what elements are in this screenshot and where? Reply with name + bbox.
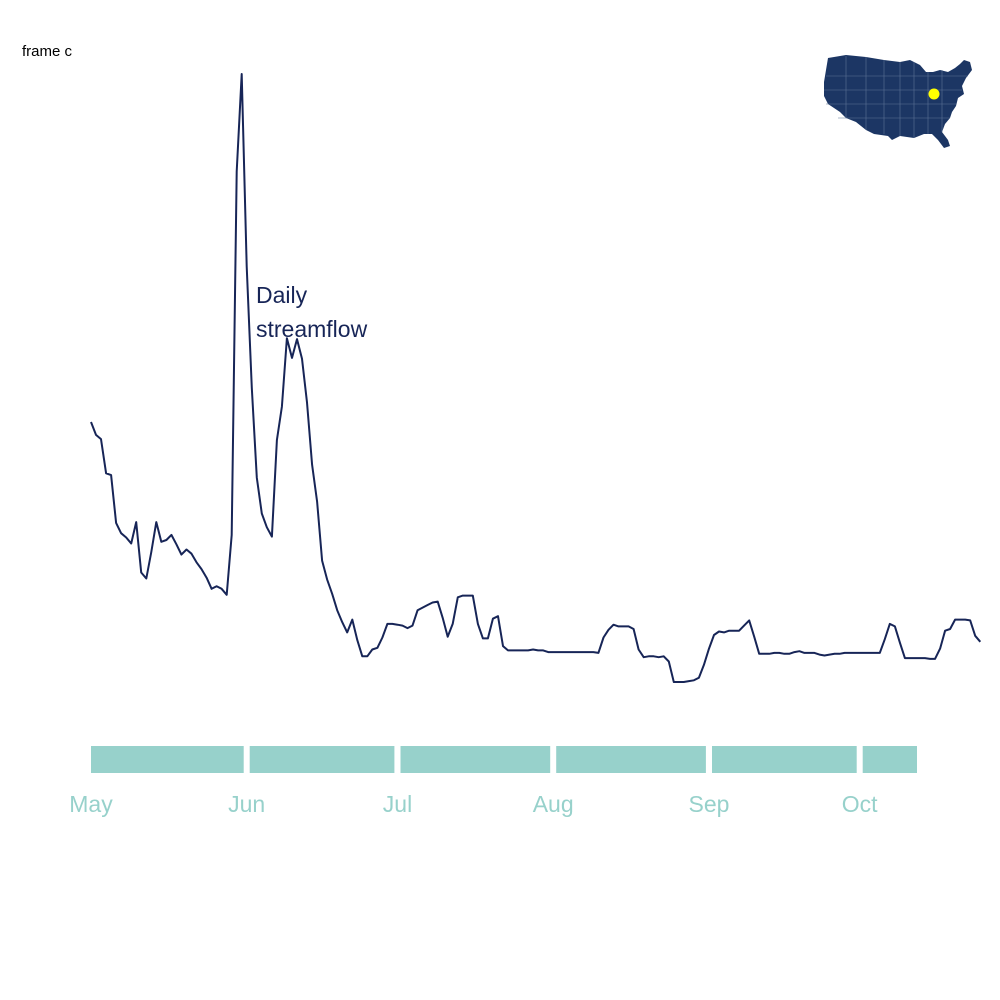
usa-map-icon (824, 55, 972, 148)
frame-label: frame c (22, 43, 73, 60)
site-location-marker (928, 88, 940, 100)
month-bar-may (91, 746, 244, 773)
month-bar-aug (556, 746, 706, 773)
month-label-sep: Sep (689, 791, 730, 817)
plot-area (90, 73, 982, 683)
month-bar-oct (862, 746, 917, 773)
month-label-jun: Jun (228, 791, 265, 817)
month-bar-sep (712, 746, 857, 773)
month-label-oct: Oct (842, 791, 878, 817)
month-label-may: May (69, 791, 113, 817)
usa-map-shape (824, 55, 972, 148)
month-bar-jun (249, 746, 395, 773)
month-label-jul: Jul (383, 791, 412, 817)
state-borders (824, 56, 968, 138)
month-bar-jul (400, 746, 551, 773)
month-axis: May Jun Jul Aug Sep Oct (69, 746, 917, 817)
streamflow-series-line (90, 73, 982, 683)
series-label-line-1: Daily (256, 282, 308, 308)
month-label-aug: Aug (533, 791, 574, 817)
series-label-line-2: streamflow (256, 316, 368, 342)
